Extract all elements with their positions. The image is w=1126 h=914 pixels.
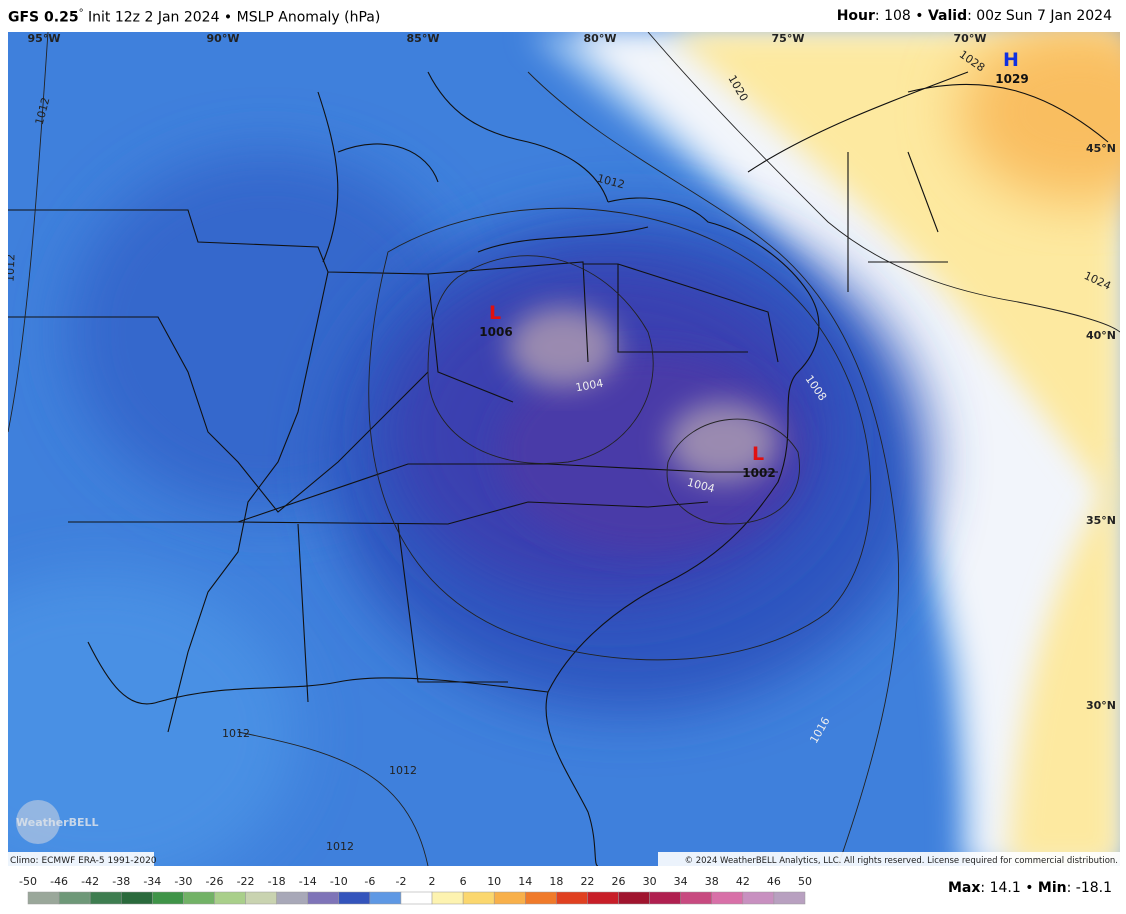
- copyright-box: [658, 852, 1120, 866]
- colorbar-swatch: [120, 891, 153, 905]
- pressure-symbol: L: [752, 443, 764, 465]
- anomaly-field: [8, 32, 1120, 866]
- logo: WeatherBELL: [16, 816, 99, 829]
- model: GFS 0.25: [8, 9, 79, 26]
- valid: : 00z Sun 7 Jan 2024: [967, 8, 1112, 24]
- colorbar-tick-label: 38: [705, 875, 719, 888]
- longitude-label: 80°W: [584, 32, 617, 45]
- colorbar-tick-label: 34: [674, 875, 688, 888]
- title: GFS 0.25° Init 12z 2 Jan 2024 • MSLP Ano…: [8, 8, 380, 26]
- longitude-label: 95°W: [28, 32, 61, 45]
- colorbar-tick-label: -38: [112, 875, 130, 888]
- hour: : 108 •: [874, 8, 924, 24]
- colorbar-tick-label: -2: [395, 875, 406, 888]
- pressure-value: 1006: [479, 325, 512, 339]
- colorbar-swatch: [587, 891, 619, 905]
- colorbar-swatch: [152, 891, 184, 905]
- description: Init 12z 2 Jan 2024 • MSLP Anomaly (hPa): [88, 9, 381, 26]
- longitude-label: 70°W: [954, 32, 987, 45]
- colorbar-tick-label: 14: [518, 875, 532, 888]
- isobar-label: 1012: [389, 764, 417, 777]
- climo-box: [8, 852, 154, 866]
- latitude-label: 45°N: [1086, 142, 1116, 155]
- colorbar-swatch: [742, 891, 775, 905]
- min: : -18.1: [1066, 880, 1112, 896]
- pressure-value: 1029: [995, 72, 1028, 86]
- borders: [8, 71, 1109, 866]
- longitude-label: 85°W: [407, 32, 440, 45]
- valid-time: Hour: 108 • Valid: 00z Sun 7 Jan 2024: [837, 8, 1112, 24]
- colorbar-tick-label: 6: [460, 875, 467, 888]
- hour-label: Hour: [836, 8, 875, 24]
- colorbar-tick-label: -14: [299, 875, 317, 888]
- stats: Max: 14.1 • Min: -18.1: [948, 880, 1112, 896]
- colorbar-tick-label: 42: [736, 875, 750, 888]
- latitude-label: 40°N: [1086, 329, 1116, 342]
- isobar-label: 1012: [326, 840, 354, 853]
- colorbar-tick-label: -18: [268, 875, 286, 888]
- colorbar-tick-label: -10: [330, 875, 348, 888]
- max: : 14.1 •: [980, 880, 1034, 896]
- colorbar-tick-label: -22: [237, 875, 255, 888]
- colorbar-tick-label: 26: [612, 875, 626, 888]
- colorbar-swatch: [680, 891, 713, 905]
- colorbar-swatch: [525, 891, 557, 905]
- latitude-label: 30°N: [1086, 699, 1116, 712]
- colorbar-tick-label: -34: [143, 875, 161, 888]
- colorbar-tick-label: -26: [205, 875, 223, 888]
- colorbar-swatch: [462, 891, 495, 905]
- colorbar-tick-label: -30: [174, 875, 192, 888]
- min-label: Min: [1037, 880, 1067, 896]
- colorbar-tick-label: 30: [643, 875, 657, 888]
- isobar-label: 1012: [222, 727, 250, 740]
- colorbar-swatch: [773, 891, 806, 905]
- colorbar-swatch: [58, 891, 91, 905]
- copyright: © 2024 WeatherBELL Analytics, LLC. All r…: [685, 856, 1118, 866]
- colorbar-tick-label: 22: [580, 875, 594, 888]
- colorbar: -50 -46 -42 -38 -34 -30 -26 -22 -18 -14 -10 -6 -2 2 6 1…: [19, 875, 812, 905]
- colorbar-swatch: [214, 891, 246, 905]
- isobars: [8, 32, 1120, 866]
- pressure-symbol: L: [489, 302, 501, 324]
- colorbar-swatch: [27, 891, 60, 905]
- header: GFS 0.25° Init 12z 2 Jan 2024 • MSLP Ano…: [0, 0, 1126, 32]
- colorbar-swatch: [431, 891, 464, 905]
- valid-label: Valid: [927, 8, 968, 24]
- colorbar-swatch: [369, 891, 402, 905]
- colorbar-swatch: [400, 891, 433, 905]
- isobar-label: 1012: [8, 254, 17, 282]
- climo: Climo: ECMWF ERA-5 1991-2020: [10, 856, 157, 866]
- colorbar-tick-label: 10: [487, 875, 501, 888]
- colorbar-swatch: [307, 891, 340, 905]
- colorbar-tick-label: 46: [767, 875, 781, 888]
- colorbar-swatch: [276, 891, 308, 905]
- colorbar-swatch: [649, 891, 681, 905]
- max-label: Max: [947, 880, 981, 896]
- colorbar-swatch: [183, 891, 215, 905]
- colorbar-tick-label: -42: [81, 875, 99, 888]
- degree: °: [78, 8, 84, 19]
- longitude-label: 90°W: [207, 32, 240, 45]
- colorbar-swatch: [338, 891, 371, 905]
- colorbar-swatch: [493, 891, 526, 905]
- colorbar-tick-label: 2: [429, 875, 436, 888]
- longitude-label: 75°W: [772, 32, 805, 45]
- colorbar-tick-label: -46: [50, 875, 68, 888]
- latitude-label: 35°N: [1086, 514, 1116, 527]
- logo-mark: [16, 800, 60, 844]
- colorbar-tick-label: -50: [19, 875, 37, 888]
- colorbar-swatch: [89, 891, 122, 905]
- colorbar-swatch: [556, 891, 588, 905]
- isobar-label: 1004: [574, 377, 604, 395]
- pressure-value: 1002: [742, 466, 775, 480]
- map: 95°W 90°W 85°W 80°W 75°W 70°W 45°N 40°N 35°N 30°N…: [8, 32, 1120, 866]
- colorbar-swatch: [618, 891, 650, 905]
- colorbar-swatch: [711, 891, 744, 905]
- colorbar-tick-label: -6: [364, 875, 375, 888]
- colorbar-tick-label: 50: [798, 875, 812, 888]
- colorbar-swatch: [245, 891, 277, 905]
- pressure-symbol: H: [1003, 49, 1019, 71]
- colorbar-tick-label: 18: [549, 875, 563, 888]
